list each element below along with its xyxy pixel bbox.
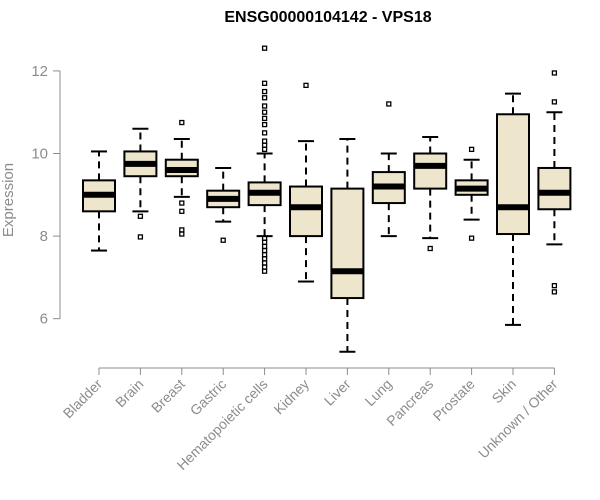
- y-tick-label: 12: [31, 63, 48, 80]
- outlier-point: [179, 208, 185, 214]
- outlier-point: [137, 234, 144, 240]
- outlier-point: [261, 252, 268, 258]
- outlier-point: [261, 235, 268, 241]
- x-tick-label: Lung: [362, 376, 395, 409]
- outlier-point: [261, 268, 268, 274]
- outlier-point: [179, 200, 185, 206]
- y-axis-label: Expression: [0, 163, 17, 237]
- box-unknown-other: [537, 70, 572, 295]
- box-gastric: [206, 166, 241, 243]
- box-iqr: [330, 187, 365, 300]
- outlier-point: [261, 146, 268, 153]
- outlier-point: [468, 235, 475, 241]
- boxes-group: [82, 45, 572, 353]
- outlier-point: [261, 109, 268, 115]
- outlier-point: [427, 245, 433, 252]
- outlier-point: [261, 264, 268, 270]
- box-pancreas: [413, 135, 448, 252]
- outlier-point: [261, 142, 268, 148]
- outlier-point: [261, 121, 268, 128]
- outlier-point: [261, 243, 268, 250]
- chart-title: ENSG00000104142 - VPS18: [224, 9, 431, 26]
- outlier-point: [261, 45, 268, 51]
- box-iqr: [537, 166, 572, 211]
- box-lung: [371, 101, 406, 238]
- box-kidney: [289, 82, 323, 283]
- outlier-point: [261, 103, 268, 109]
- x-tick-label: Liver: [321, 376, 354, 409]
- outlier-point: [386, 101, 392, 107]
- box-prostate: [454, 146, 489, 241]
- outlier-point: [261, 95, 268, 101]
- box-hematopoietic-cells: [247, 45, 282, 274]
- outlier-point: [220, 237, 226, 243]
- box-bladder: [82, 150, 116, 252]
- outlier-point: [261, 88, 268, 95]
- box-iqr: [413, 152, 448, 190]
- y-axis: 6 8 10 12: [31, 63, 61, 328]
- box-brain: [123, 127, 158, 240]
- outlier-point: [261, 256, 268, 262]
- x-tick-label: Brain: [112, 376, 146, 410]
- box-iqr: [496, 113, 530, 236]
- x-tick-label: Prostate: [430, 376, 478, 424]
- outlier-point: [261, 80, 268, 86]
- box-liver: [330, 138, 365, 353]
- outlier-point: [551, 70, 558, 76]
- outlier-point: [261, 247, 268, 254]
- outlier-point: [179, 227, 185, 233]
- x-tick-label: Bladder: [60, 376, 106, 422]
- outlier-point: [137, 213, 144, 219]
- outlier-point: [468, 146, 475, 153]
- box-iqr: [289, 185, 323, 238]
- outlier-point: [261, 115, 268, 122]
- y-tick-label: 6: [40, 311, 48, 328]
- y-tick-label: 10: [31, 146, 48, 163]
- y-tick-label: 8: [40, 228, 48, 245]
- outlier-point: [261, 138, 268, 144]
- outlier-point: [261, 260, 268, 266]
- outlier-point: [551, 289, 558, 295]
- outlier-point: [179, 231, 185, 237]
- outlier-point: [261, 130, 268, 136]
- outlier-point: [261, 239, 268, 245]
- x-tick-label: Skin: [489, 376, 520, 407]
- outlier-point: [551, 283, 558, 289]
- outlier-point: [551, 99, 558, 105]
- outlier-point: [303, 82, 309, 89]
- outlier-point: [179, 119, 185, 126]
- x-tick-label: Unknown / Other: [475, 376, 561, 462]
- box-breast: [164, 119, 199, 237]
- x-tick-label: Kidney: [271, 376, 313, 418]
- x-tick-label: Breast: [148, 376, 188, 416]
- box-skin: [496, 92, 530, 326]
